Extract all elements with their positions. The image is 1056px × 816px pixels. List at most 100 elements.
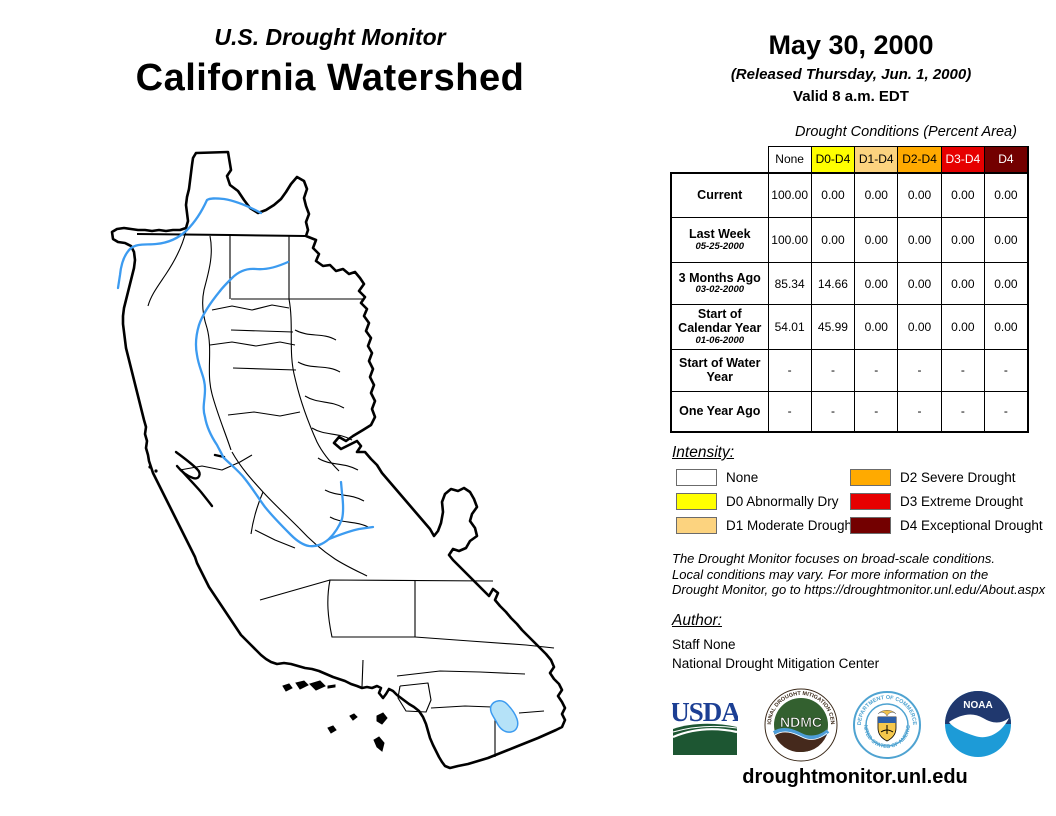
channel-islands (282, 680, 388, 752)
legend-label: D1 Moderate Drought (726, 517, 856, 533)
table-cell: - (940, 390, 985, 434)
row-sublabel-date: 01-06-2000 (695, 334, 745, 346)
legend-label: D0 Abnormally Dry (726, 493, 839, 509)
noaa-seagull (949, 714, 1009, 738)
table-cell: 0.00 (854, 304, 899, 350)
row-label-text: Current (697, 188, 743, 203)
table-cell: 0.00 (983, 171, 1029, 218)
usda-logo-text: USDA (672, 698, 738, 727)
table-cell: 0.00 (983, 304, 1029, 350)
san-joaquin-river (221, 455, 345, 548)
legend-item-d4: D4 Exceptional Drought (850, 516, 1043, 534)
column-header-d4: D4 (983, 146, 1029, 173)
released-date: (Released Thursday, Jun. 1, 2000) (730, 66, 972, 83)
table-cell: 0.00 (897, 262, 942, 305)
table-cell: 0.00 (983, 262, 1029, 305)
row-label-start-water-year: Start of Water Year (670, 348, 769, 392)
pit-river (218, 260, 290, 293)
legend-swatch-d4 (850, 516, 891, 534)
ndmc-logo: NATIONAL DROUGHT MITIGATION CENTER UNIVE… (763, 687, 838, 762)
table-cell: 0.00 (810, 171, 856, 218)
row-label-one-year-ago: One Year Ago (670, 390, 769, 434)
legend-label: D3 Extreme Drought (900, 493, 1024, 509)
legend-label: D2 Severe Drought (900, 469, 1016, 485)
legend-label: D4 Exceptional Drought (900, 517, 1043, 533)
california-watershed-map (110, 150, 567, 770)
disclaimer-line: Drought Monitor, go to https://droughtmo… (672, 582, 1046, 598)
ndmc-wave-highlight (774, 731, 828, 740)
table-cell: 0.00 (940, 262, 985, 305)
salton-sea-lake (489, 700, 519, 733)
legend-item-none: None (676, 468, 758, 486)
legend-swatch-d1 (676, 516, 717, 534)
table-row: One Year Ago - - - - - - (670, 390, 1029, 434)
rivers (116, 197, 375, 548)
usda-swoosh-thin (672, 725, 738, 733)
disclaimer-text: The Drought Monitor focuses on broad-sca… (672, 551, 1056, 598)
report-supertitle: U.S. Drought Monitor (214, 24, 446, 50)
row-label-3-months-ago: 3 Months Ago 03-02-2000 (670, 262, 769, 305)
table-cell: - (983, 390, 1029, 434)
offshore-islets (148, 465, 158, 473)
table-cell: 85.34 (767, 262, 812, 305)
river-branch (327, 525, 375, 541)
table-row: Start of Calendar Year 01-06-2000 54.01 4… (670, 304, 1029, 350)
table-row: Start of Water Year - - - - - - (670, 348, 1029, 392)
row-label-start-calendar-year: Start of Calendar Year 01-06-2000 (670, 304, 769, 350)
ndmc-logo-text: NDMC (780, 714, 822, 730)
table-corner-cell (671, 146, 768, 173)
noaa-logo-text: NOAA (963, 700, 992, 711)
legend-item-d2: D2 Severe Drought (850, 468, 1016, 486)
doc-eagle (877, 710, 897, 717)
table-cell: - (897, 348, 942, 392)
table-cell: - (897, 390, 942, 434)
legend-item-d3: D3 Extreme Drought (850, 492, 1023, 510)
table-header-row: None D0-D4 D1-D4 D2-D4 D3-D4 D4 (671, 146, 1029, 173)
table-cell: 100.00 (767, 171, 812, 218)
sacramento-river (194, 289, 225, 459)
legend-swatch-d0 (676, 492, 717, 510)
table-cell: 0.00 (940, 304, 985, 350)
row-label-current: Current (670, 171, 769, 218)
table-cell: - (940, 348, 985, 392)
table-cell: 14.66 (810, 262, 856, 305)
row-label-text: Start of Water Year (679, 355, 761, 385)
table-cell: - (810, 348, 856, 392)
intensity-legend-title: Intensity: (672, 444, 735, 461)
table-caption: Drought Conditions (Percent Area) (795, 124, 1017, 140)
table-cell: 54.01 (767, 304, 812, 350)
table-cell: 0.00 (854, 171, 899, 218)
legend-swatch-d2 (850, 468, 891, 486)
author-name: Staff None (672, 637, 736, 652)
usda-logo: USDA (672, 698, 738, 755)
table-cell: 0.00 (897, 217, 942, 263)
row-label-text: 3 Months Ago (678, 270, 761, 285)
noaa-logo: NOAA (945, 691, 1011, 757)
table-cell: 0.00 (897, 171, 942, 218)
table-cell: - (767, 390, 812, 434)
doc-shield-blue-band (878, 717, 896, 723)
author-section-title: Author: (672, 612, 722, 629)
row-label-text: Last Week (688, 227, 751, 242)
table-cell: 0.00 (854, 262, 899, 305)
page-title: California Watershed (135, 57, 525, 99)
column-header-none: None (767, 146, 812, 173)
noaa-dark-top (945, 691, 1011, 724)
table-cell: - (854, 390, 899, 434)
valid-time: Valid 8 a.m. EDT (793, 88, 909, 105)
map-date: May 30, 2000 (768, 30, 934, 60)
row-label-last-week: Last Week 05-25-2000 (670, 217, 769, 263)
table-cell: - (983, 348, 1029, 392)
ndmc-earth-brown (774, 729, 828, 753)
table-cell: 45.99 (810, 304, 856, 350)
website-url: droughtmonitor.unl.edu (742, 766, 968, 788)
row-label-text: One Year Ago (679, 404, 761, 419)
usda-swoosh (672, 728, 738, 739)
table-cell: 0.00 (897, 304, 942, 350)
legend-item-d0: D0 Abnormally Dry (676, 492, 839, 510)
legend-item-d1: D1 Moderate Drought (676, 516, 856, 534)
column-header-d3d4: D3-D4 (940, 146, 985, 173)
legend-swatch-none (676, 468, 717, 486)
ndmc-water-wave (772, 727, 830, 740)
